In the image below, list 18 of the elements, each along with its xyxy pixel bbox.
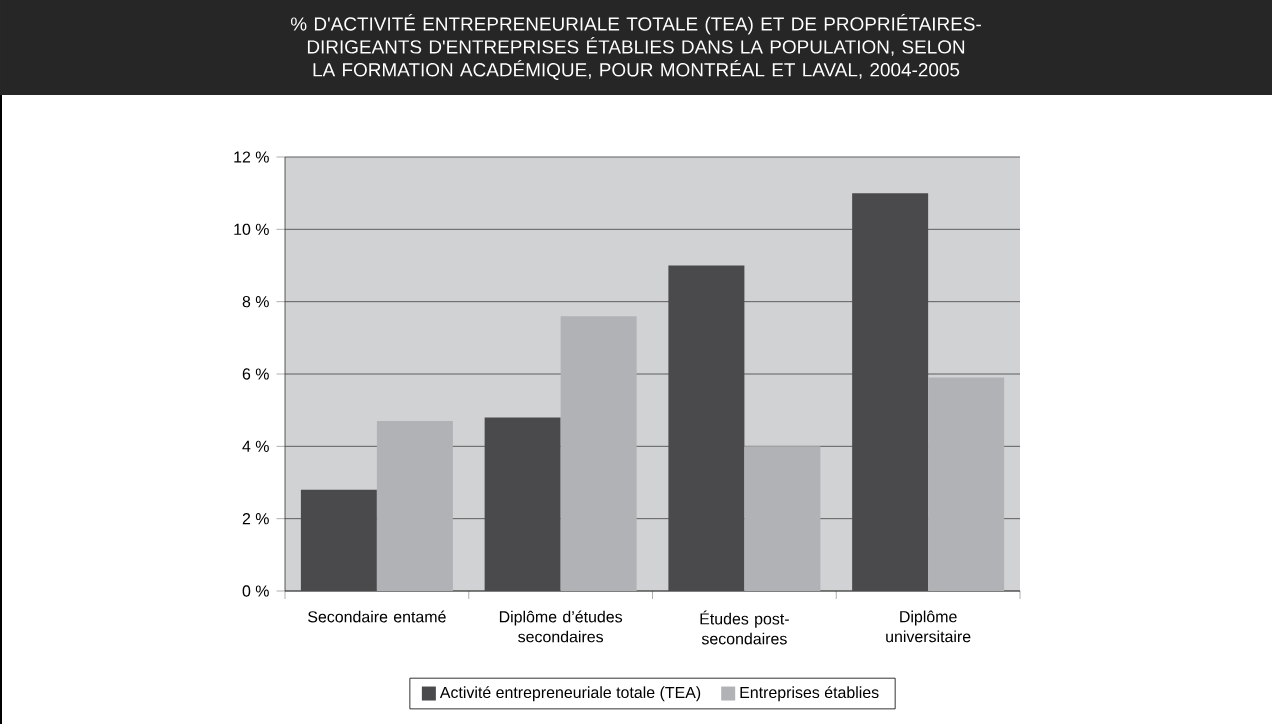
- y-tick-label: 4 %: [242, 440, 269, 452]
- bar: [744, 446, 821, 591]
- y-tick-label: 10 %: [234, 223, 269, 235]
- legend-label: Activité entrepreneuriale totale (TEA): [439, 686, 701, 702]
- bar: [376, 421, 453, 591]
- legend-label: Entreprises établies: [740, 686, 879, 702]
- x-tick-label: Études post-secondaires: [700, 610, 789, 645]
- bar: [928, 377, 1005, 591]
- x-tick-label: Diplôme universitaire: [886, 610, 971, 643]
- y-tick-label: 6 %: [242, 368, 269, 380]
- x-tick-label: Secondaire entamé: [308, 610, 446, 623]
- y-tick-label: 8 %: [242, 296, 269, 308]
- y-tick-label: 0 %: [242, 585, 269, 597]
- chart-title: % D'ACTIVITÉ ENTREPRENEURIALE TOTALE (TEA) ET DE PROPRIÉTAIRES-DIRIGEANTS D'ENTREPRISES ÉTABLIES DANS LA POPULATION, SELON LA FORMATION ACADÉMIQUE, POUR MONTRÉAL ET LAVAL, 2004-2005: [290, 14, 981, 80]
- bar: [560, 316, 637, 591]
- y-tick-label: 2 %: [242, 513, 269, 525]
- y-tick-label: 12 %: [234, 151, 269, 163]
- x-tick-label: Diplôme d’études secondaires: [499, 610, 623, 643]
